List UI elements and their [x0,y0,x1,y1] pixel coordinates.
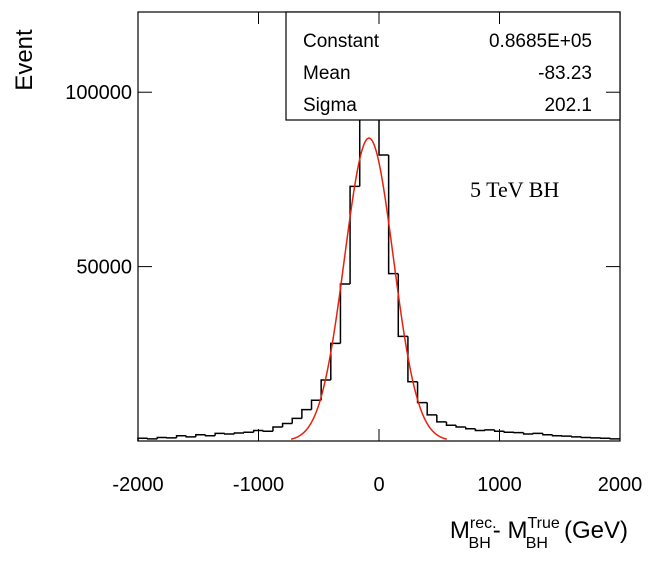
histogram-bin [205,435,215,436]
annotation: 5 TeV BH [470,177,559,202]
stats-value: 0.8685E+05 [489,31,592,52]
y-tick-label: 50000 [76,257,132,279]
y-tick-label: 100000 [65,82,132,104]
histogram-bin [157,438,167,439]
histogram-bin [196,435,206,437]
stats-value: 202.1 [544,95,592,116]
histogram-bin [446,422,456,425]
histogram-bin [581,437,591,438]
histogram-bin [533,433,543,434]
histogram-bin [292,418,302,423]
histogram-bin [215,433,225,435]
stats-name: Mean [303,63,351,84]
histogram-bin [186,436,196,437]
histogram-bin [234,433,244,434]
label-part: - M [493,517,528,544]
histogram-bin [263,431,273,432]
x-tick-label: 1000 [477,474,522,496]
y-axis-label: Event [11,29,38,91]
histogram-bin [553,435,563,436]
label-sub: BH [526,535,548,552]
histogram-bin [466,427,476,429]
histogram-bin [244,432,254,433]
histogram-bin [302,410,312,419]
histogram-bin [524,433,534,434]
stats-name: Sigma [303,95,357,116]
label-part: M [450,517,470,544]
histogram-bin [504,431,514,432]
histogram-bin [475,429,485,431]
label-part: (GeV) [564,517,628,544]
histogram-bin [543,433,553,434]
histogram-bin [408,336,418,381]
histogram-bin [225,433,235,434]
histogram-bin [350,186,360,284]
x-tick-label: -1000 [233,474,284,496]
stats-value: -83.23 [538,63,592,84]
x-tick-label: -2000 [112,474,163,496]
histogram-bin [340,284,350,343]
histogram-bin [148,438,158,439]
histogram-bin [456,425,466,427]
stats-name: Constant [303,31,380,52]
histogram-bin [572,436,582,437]
histogram-bin [485,430,495,431]
fit-curve [291,138,447,439]
histogram-bin [437,415,447,422]
histogram-bin [610,438,620,439]
histogram-bin [418,382,428,403]
x-tick-label: 2000 [598,474,643,496]
label-sup: True [527,515,559,532]
histogram-bin [273,427,283,431]
histogram-bin [427,403,437,415]
x-tick-label: 0 [373,474,384,496]
histogram-bin [283,424,293,427]
label-sub: BH [469,535,491,552]
histogram-bin [331,343,341,380]
histogram-bin [177,436,187,438]
